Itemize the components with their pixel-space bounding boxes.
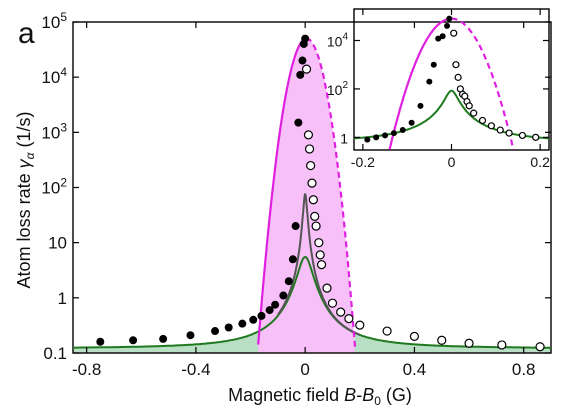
data-point-filled xyxy=(364,136,371,143)
data-point-filled xyxy=(373,134,380,141)
axes-frame xyxy=(353,8,550,151)
y-tick-label: 103 xyxy=(41,120,67,142)
data-point-open xyxy=(307,178,317,188)
data-point-filled xyxy=(435,35,442,42)
data-point-filled xyxy=(296,70,305,79)
data-point-open xyxy=(450,29,458,37)
data-point-filled xyxy=(298,56,307,65)
inset-plot: -0.2 0 0.2 1 102 104 xyxy=(327,8,550,170)
data-point-open xyxy=(316,260,327,270)
gray-model-line xyxy=(277,192,361,336)
x-tick-label: 0.8 xyxy=(512,360,536,379)
x-tick-label: -0.8 xyxy=(72,360,101,379)
data-point-filled xyxy=(426,78,433,85)
data-point-open xyxy=(315,250,325,260)
data-point-filled xyxy=(382,132,389,139)
data-point-filled xyxy=(444,22,451,29)
y-tick-label: 1 xyxy=(58,289,67,308)
y-tick-label: 105 xyxy=(41,10,67,32)
data-point-open xyxy=(470,109,478,117)
data-point-filled xyxy=(288,255,297,264)
data-point-filled xyxy=(238,319,247,328)
x-tick-label: 0.4 xyxy=(403,360,427,379)
data-point-filled xyxy=(186,331,195,340)
data-point-open xyxy=(496,126,504,134)
y-tick-label: 10 xyxy=(48,234,67,253)
data-point-open xyxy=(487,122,495,130)
data-point-open xyxy=(344,314,354,324)
data-point-open xyxy=(382,326,392,336)
data-point-open xyxy=(303,130,314,140)
data-point-filled xyxy=(211,327,220,336)
data-point-open xyxy=(454,73,462,81)
y-tick-label: 102 xyxy=(327,80,349,98)
data-point-open xyxy=(311,221,321,231)
data-point-filled xyxy=(257,311,266,320)
x-tick-label: -0.4 xyxy=(181,360,210,379)
data-point-filled xyxy=(129,336,138,345)
data-point-filled xyxy=(284,277,293,286)
data-point-filled xyxy=(96,337,105,346)
y-tick-label: 102 xyxy=(41,176,67,198)
x-tick-label: 0 xyxy=(300,360,309,379)
data-point-open xyxy=(301,64,312,74)
data-point-filled xyxy=(417,102,424,109)
data-point-filled xyxy=(446,15,453,22)
x-tick-label: 0 xyxy=(448,154,456,170)
panel-label: a xyxy=(18,17,35,50)
data-point-open xyxy=(505,129,513,137)
data-point-open xyxy=(336,307,346,317)
data-point-open xyxy=(322,283,332,293)
data-point-open xyxy=(304,144,315,154)
data-point-open xyxy=(478,116,487,125)
data-point-filled xyxy=(390,130,397,137)
data-point-open xyxy=(308,195,318,205)
data-point-filled xyxy=(279,291,288,300)
y-tick-label: 104 xyxy=(327,31,349,49)
data-point-filled xyxy=(249,315,258,324)
data-point-filled xyxy=(224,323,233,332)
data-point-filled xyxy=(291,222,300,231)
data-point-open xyxy=(465,102,473,110)
data-point-open xyxy=(452,61,460,69)
data-point-open xyxy=(518,131,527,140)
data-point-open xyxy=(497,340,507,350)
y-tick-label: 1 xyxy=(340,130,348,146)
data-point-filled xyxy=(294,118,303,127)
x-tick-label: 0.2 xyxy=(530,154,550,170)
data-point-filled xyxy=(271,300,280,309)
data-point-open xyxy=(535,342,545,352)
data-point-filled xyxy=(159,334,168,343)
green-model-line xyxy=(354,89,549,140)
data-point-open xyxy=(409,331,420,341)
magenta-model-dashed-line xyxy=(451,17,515,150)
data-point-open xyxy=(327,298,338,308)
x-axis-title: Magnetic field B-B0 (G) xyxy=(228,385,412,408)
y-tick-label: 0.1 xyxy=(43,344,67,363)
data-point-filled xyxy=(408,119,415,126)
data-point-open xyxy=(306,160,316,171)
y-tick-label: 104 xyxy=(41,65,67,87)
data-point-filled xyxy=(265,306,274,315)
data-point-filled xyxy=(399,127,406,134)
data-point-filled xyxy=(301,34,310,43)
data-point-open xyxy=(314,238,324,248)
x-tick-label: -0.2 xyxy=(351,154,375,170)
magenta-model-dashed-line xyxy=(305,37,357,347)
data-point-open xyxy=(310,211,320,221)
data-point-open xyxy=(437,335,447,345)
magenta-model-line xyxy=(388,17,452,150)
magenta-model-line xyxy=(257,38,306,345)
data-point-filled xyxy=(439,33,446,40)
data-point-open xyxy=(464,338,474,348)
y-axis-title: Atom loss rate γα (1/s) xyxy=(14,112,37,289)
data-point-open xyxy=(355,320,365,330)
data-point-open xyxy=(532,133,540,141)
data-point-filled xyxy=(430,61,437,68)
